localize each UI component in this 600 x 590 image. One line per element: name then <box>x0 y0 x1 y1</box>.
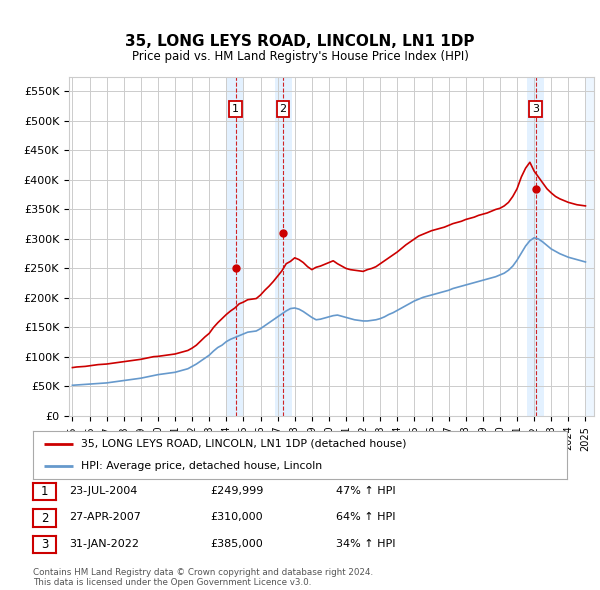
Text: 23-JUL-2004: 23-JUL-2004 <box>69 486 137 496</box>
Text: 64% ↑ HPI: 64% ↑ HPI <box>336 513 395 522</box>
Bar <box>586 77 596 416</box>
Text: £385,000: £385,000 <box>210 539 263 549</box>
Text: 27-APR-2007: 27-APR-2007 <box>69 513 141 522</box>
Text: 35, LONG LEYS ROAD, LINCOLN, LN1 1DP: 35, LONG LEYS ROAD, LINCOLN, LN1 1DP <box>125 34 475 49</box>
Text: 2: 2 <box>41 512 48 525</box>
Text: 31-JAN-2022: 31-JAN-2022 <box>69 539 139 549</box>
Bar <box>275 77 292 416</box>
Text: 35, LONG LEYS ROAD, LINCOLN, LN1 1DP (detached house): 35, LONG LEYS ROAD, LINCOLN, LN1 1DP (de… <box>81 439 407 449</box>
Text: £249,999: £249,999 <box>210 486 263 496</box>
Text: 2: 2 <box>280 104 287 114</box>
Text: £310,000: £310,000 <box>210 513 263 522</box>
Text: 34% ↑ HPI: 34% ↑ HPI <box>336 539 395 549</box>
Text: Contains HM Land Registry data © Crown copyright and database right 2024.
This d: Contains HM Land Registry data © Crown c… <box>33 568 373 587</box>
Text: 47% ↑ HPI: 47% ↑ HPI <box>336 486 395 496</box>
Text: 3: 3 <box>41 538 48 551</box>
Text: 1: 1 <box>232 104 239 114</box>
Bar <box>227 77 244 416</box>
Bar <box>527 77 544 416</box>
Text: Price paid vs. HM Land Registry's House Price Index (HPI): Price paid vs. HM Land Registry's House … <box>131 50 469 63</box>
Text: HPI: Average price, detached house, Lincoln: HPI: Average price, detached house, Linc… <box>81 461 322 471</box>
Text: 3: 3 <box>532 104 539 114</box>
Text: 1: 1 <box>41 485 48 498</box>
